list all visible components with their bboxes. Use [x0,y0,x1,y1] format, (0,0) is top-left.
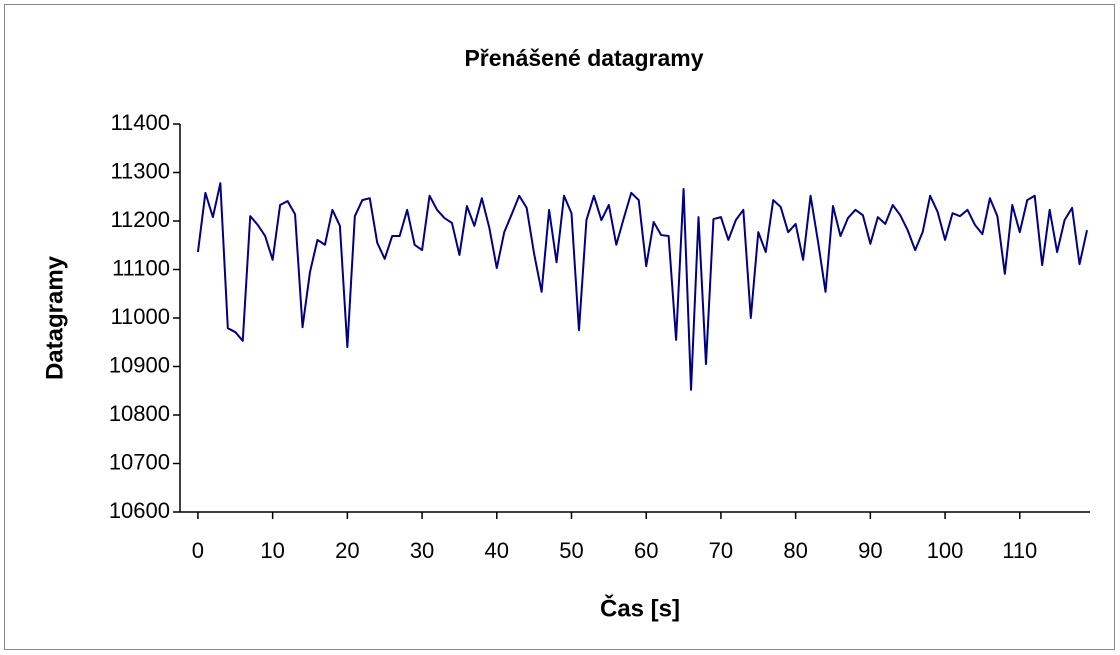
x-tick-label: 50 [559,538,583,563]
x-tick-label: 80 [783,538,807,563]
y-axis-title: Datagramy [41,255,68,380]
x-tick-label: 100 [927,538,964,563]
x-tick-label: 20 [335,538,359,563]
y-tick-label: 11300 [110,158,170,183]
x-tick-label: 0 [192,538,204,563]
y-tick-label: 10600 [109,498,170,523]
y-tick-label: 11000 [110,304,170,329]
x-tick-label: 110 [1002,538,1037,563]
x-axis-title: Čas [s] [600,594,680,622]
data-line [196,182,1088,391]
chart-border [4,4,1115,650]
y-tick-label: 11100 [112,255,170,280]
y-tick-label: 10700 [109,449,170,474]
x-tick-label: 30 [410,538,434,563]
y-tick-label: 11400 [110,110,170,135]
x-tick-label: 90 [858,538,882,563]
x-tick-label: 10 [260,538,284,563]
y-tick-label: 10800 [109,401,170,426]
y-tick-label: 10900 [109,352,170,377]
x-tick-label: 40 [485,538,509,563]
chart-title: Přenášené datagramy [464,45,703,71]
x-tick-label: 60 [634,538,658,563]
y-tick-label: 11200 [110,207,170,232]
x-tick-label: 70 [709,538,733,563]
